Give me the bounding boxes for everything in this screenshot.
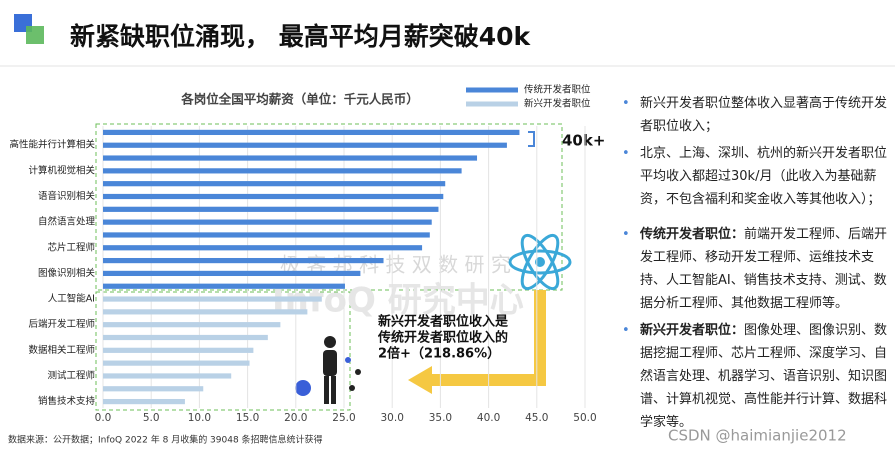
bar xyxy=(103,309,308,315)
logo-square xyxy=(26,26,44,44)
bar xyxy=(103,193,444,200)
bar xyxy=(103,232,430,238)
bar xyxy=(103,168,462,174)
arrow xyxy=(430,290,546,386)
callout: 传统开发者职位收入的 xyxy=(377,330,508,346)
callout: 2倍+（218.86%） xyxy=(378,346,500,362)
bar xyxy=(103,219,432,225)
bullet: 新兴开发者职位整体收入显著高于传统开发者职位收入； xyxy=(620,92,892,138)
y-tick-label: 图像识别相关 xyxy=(38,267,96,279)
bullet: 新兴开发者职位：图像处理、图像识别、数据挖掘工程师、芯片工程师、深度学习、自然语… xyxy=(620,319,892,434)
bullet-label: 传统开发者职位： xyxy=(640,227,745,242)
y-tick-label: 后端开发工程师 xyxy=(28,318,95,330)
y-tick-label: 数据相关工程师 xyxy=(28,344,95,356)
source: 数据来源：公开数据；InfoQ 2022 年 8 月收集的 39048 条招聘信… xyxy=(8,434,323,446)
bar xyxy=(103,245,423,251)
bar xyxy=(103,283,345,289)
bar xyxy=(103,206,439,212)
legend-label: 传统开发者职位 xyxy=(524,84,591,96)
y-tick-label: 测试工程师 xyxy=(47,369,95,381)
bar xyxy=(103,296,322,302)
x-tick-label: 0.0 xyxy=(95,412,112,424)
bar xyxy=(103,142,507,148)
chart-title: 各岗位全国平均薪资（单位：千元人民币） xyxy=(180,92,419,107)
slide-title: 新紧缺职位涌现， 最高平均月薪突破40k xyxy=(70,22,531,51)
bar xyxy=(103,257,384,264)
y-tick-label: 高性能并行计算相关 xyxy=(9,139,95,151)
bar xyxy=(103,398,185,405)
y-tick-label: 芯片工程师 xyxy=(47,241,95,253)
bar xyxy=(103,270,361,277)
highlight-box xyxy=(95,291,351,411)
highlight-box xyxy=(95,123,563,291)
bar xyxy=(103,334,268,341)
bar xyxy=(103,360,250,366)
x-tick-label: 25.0 xyxy=(332,412,355,424)
y-tick-label: 自然语言处理 xyxy=(38,216,96,228)
x-tick-label: 45.0 xyxy=(525,412,548,424)
bar xyxy=(103,181,446,187)
annotation: 40k+ xyxy=(562,132,605,150)
x-tick-label: 35.0 xyxy=(429,412,452,424)
bar xyxy=(103,129,520,136)
bullet-text: 图像处理、图像识别、数据挖掘工程师、芯片工程师、深度学习、自然语言处理、机器学习… xyxy=(640,323,888,430)
person-icon xyxy=(295,336,361,404)
bullet-list: 新兴开发者职位整体收入显著高于传统开发者职位收入； 北京、上海、深圳、杭州的新兴开… xyxy=(620,92,892,438)
legend-swatch xyxy=(466,87,518,93)
bracket xyxy=(528,131,535,147)
bullet-text: 前端开发工程师、后端开发工程师、移动开发工程师、运维技术支持、人工智能AI、销售… xyxy=(640,227,888,311)
atom-icon xyxy=(508,233,572,291)
x-tick-label: 30.0 xyxy=(381,412,404,424)
bar xyxy=(103,322,281,328)
bullet-text: 北京、上海、深圳、杭州的新兴开发者职位平均收入都超过30k/月（此收入为基础薪资… xyxy=(640,146,888,207)
y-tick-label: 计算机视觉相关 xyxy=(28,164,95,176)
x-tick-label: 5.0 xyxy=(143,412,160,424)
bar xyxy=(103,347,254,353)
legend-swatch xyxy=(466,101,518,107)
x-tick-label: 10.0 xyxy=(188,412,211,424)
bullet: 北京、上海、深圳、杭州的新兴开发者职位平均收入都超过30k/月（此收入为基础薪资… xyxy=(620,142,892,211)
bullet-text: 新兴开发者职位整体收入显著高于传统开发者职位收入； xyxy=(640,96,888,134)
y-tick-label: 销售技术支持 xyxy=(38,395,96,407)
legend-label: 新兴开发者职位 xyxy=(524,98,591,110)
bar xyxy=(103,386,204,392)
bar xyxy=(103,373,232,379)
x-tick-label: 15.0 xyxy=(236,412,259,424)
bar xyxy=(103,155,478,161)
y-tick-label: 语音识别相关 xyxy=(38,190,96,202)
bullet: 传统开发者职位：前端开发工程师、后端开发工程师、移动开发工程师、运维技术支持、人… xyxy=(620,223,892,315)
x-tick-label: 20.0 xyxy=(284,412,307,424)
x-tick-label: 40.0 xyxy=(477,412,500,424)
y-tick-label: 人工智能AI xyxy=(48,293,95,305)
bullet-label: 新兴开发者职位： xyxy=(640,323,745,338)
arrow-head xyxy=(408,366,432,394)
x-tick-label: 50.0 xyxy=(573,412,596,424)
callout: 新兴开发者职位收入是 xyxy=(378,314,509,330)
